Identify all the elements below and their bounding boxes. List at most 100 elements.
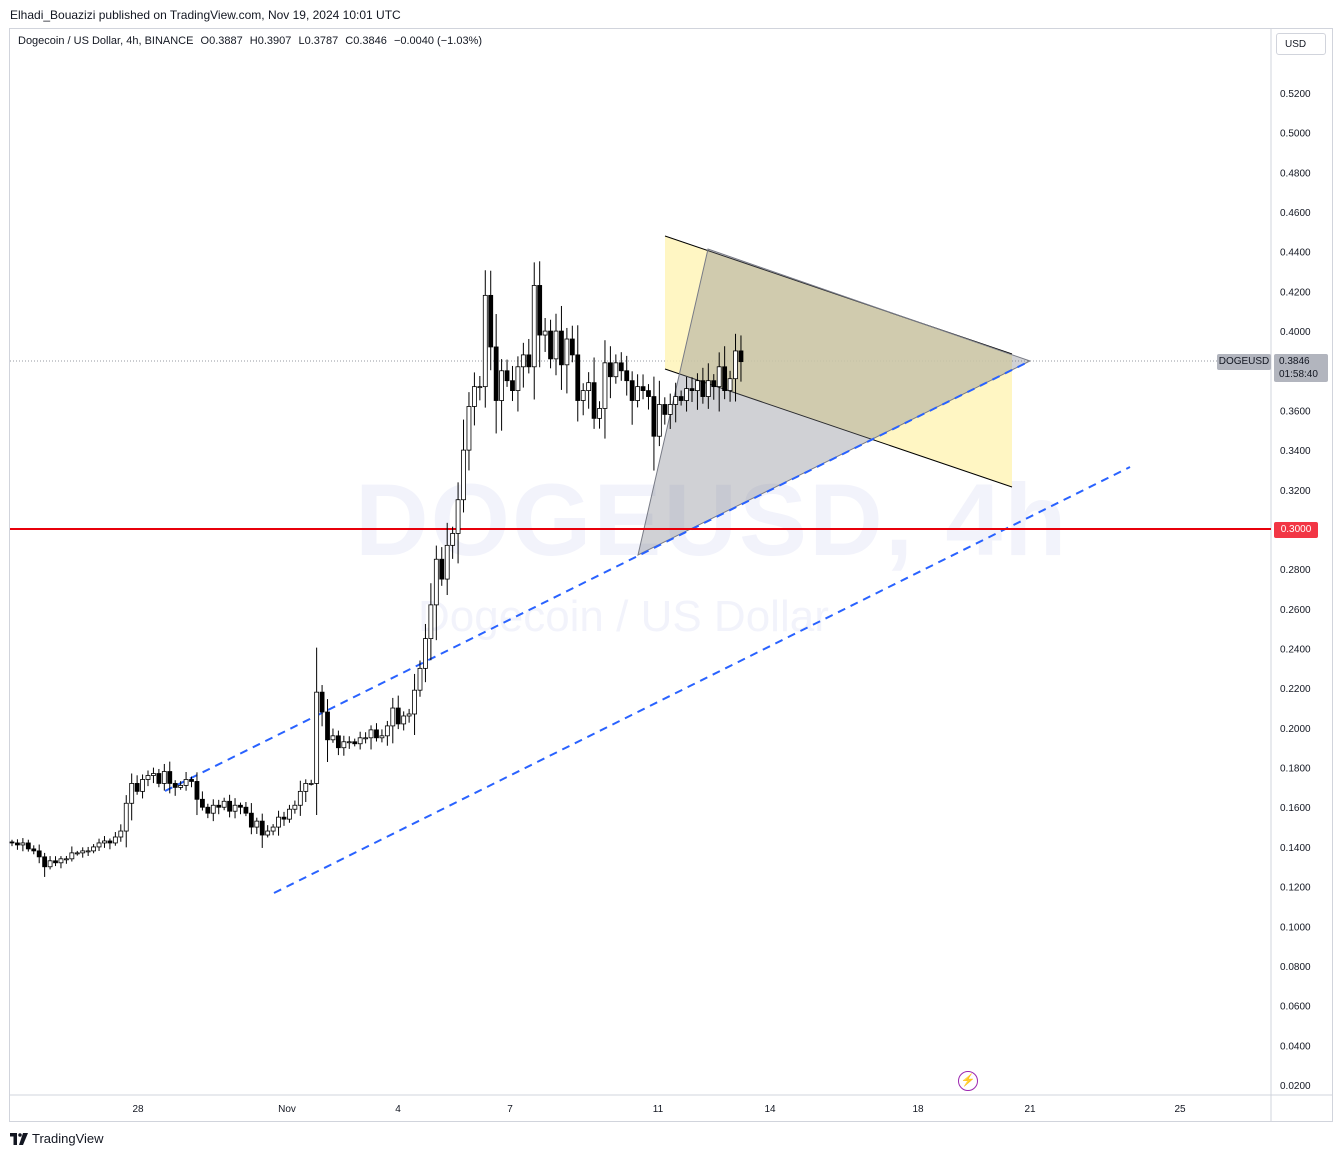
- price-tick-label: 0.2400: [1280, 645, 1311, 656]
- price-axis-ticks: 0.5200 0.5000 0.4800 0.4600 0.4400 0.4200 0.40…: [1280, 89, 1311, 1092]
- price-tick-label: 0.4000: [1280, 327, 1311, 338]
- price-tick-label: 0.0200: [1280, 1081, 1311, 1092]
- candle-body: [510, 380, 515, 391]
- price-tick-label: 0.1600: [1280, 803, 1311, 814]
- price-tick-label: 0.2600: [1280, 605, 1311, 616]
- upper-channel-line[interactable]: [164, 360, 1031, 792]
- candle-body: [205, 806, 211, 814]
- price-tick-label: 0.2800: [1280, 565, 1311, 576]
- candle-body: [450, 533, 456, 546]
- candle-body: [53, 860, 58, 864]
- candle-body: [227, 800, 233, 812]
- lower-channel-line[interactable]: [273, 466, 1131, 894]
- tradingview-logo[interactable]: TradingView: [10, 1131, 104, 1146]
- symbol-name[interactable]: Dogecoin / US Dollar, 4h, BINANCE: [18, 35, 194, 47]
- lightning-icon[interactable]: ⚡: [958, 1071, 978, 1091]
- candle-body: [384, 725, 390, 737]
- time-tick-label: 18: [912, 1104, 924, 1115]
- candle-body: [379, 735, 385, 739]
- candle-body: [303, 783, 309, 792]
- candle-body: [36, 850, 42, 858]
- candle-body: [553, 330, 559, 360]
- ohlc-change: −0.0040 (−1.03%): [393, 35, 483, 47]
- last-price-label: 0.3846 01:58:40: [1274, 354, 1328, 382]
- price-tick-label: 0.2200: [1280, 684, 1311, 695]
- candle-body: [711, 380, 717, 388]
- candle-body: [140, 779, 145, 792]
- candle-body: [112, 836, 118, 844]
- candle-body: [325, 711, 330, 741]
- candle-body: [461, 449, 466, 501]
- candle-body: [646, 390, 651, 397]
- candle-body: [482, 294, 488, 388]
- candle-body: [287, 808, 292, 820]
- candle-body: [221, 800, 227, 808]
- price-tick-label: 0.0800: [1280, 962, 1311, 973]
- candle-body: [297, 790, 303, 806]
- candle-body: [107, 840, 113, 844]
- candle-body: [586, 382, 592, 392]
- candle-body: [178, 785, 184, 788]
- candle-body: [64, 858, 69, 861]
- candle-body: [656, 404, 662, 437]
- candle-body: [368, 729, 374, 739]
- candle-body: [330, 735, 336, 741]
- candle-body: [477, 386, 483, 389]
- candle-body: [608, 362, 613, 378]
- candle-body: [738, 350, 744, 363]
- candle-body: [488, 294, 494, 348]
- chart-frame: [9, 28, 1333, 1122]
- candle-body: [569, 338, 575, 356]
- candle-body: [471, 386, 477, 407]
- candle-body: [537, 285, 543, 336]
- candle-body: [20, 842, 26, 846]
- flag-rectangle[interactable]: [665, 236, 1012, 487]
- candle-body: [629, 380, 635, 401]
- candle-body: [618, 362, 624, 372]
- symbol-price-label: DOGEUSD: [1217, 354, 1271, 370]
- candle-body: [69, 852, 75, 860]
- candle-body: [42, 856, 48, 868]
- price-tick-label: 0.4600: [1280, 208, 1311, 219]
- candle-body: [673, 396, 679, 405]
- candle-body: [265, 830, 271, 836]
- candle-body: [667, 404, 673, 415]
- time-tick-label: 7: [507, 1104, 513, 1115]
- candle-body: [210, 804, 216, 814]
- candle-body: [602, 362, 608, 409]
- candle-body: [504, 370, 510, 382]
- candle-body: [695, 380, 700, 391]
- time-tick-label: 21: [1024, 1104, 1036, 1115]
- currency-button[interactable]: USD: [1276, 33, 1326, 55]
- time-tick-label: Nov: [278, 1104, 296, 1115]
- price-tick-label: 0.0400: [1280, 1041, 1311, 1052]
- publisher-credit: Elhadi_Bouazizi published on TradingView…: [10, 8, 401, 22]
- time-tick-label: 14: [764, 1104, 776, 1115]
- candle-body: [700, 380, 706, 397]
- candle-body: [254, 820, 260, 828]
- candle-body: [270, 826, 276, 832]
- price-tick-label: 0.4400: [1280, 248, 1311, 259]
- tradingview-logo-icon: [10, 1132, 28, 1145]
- candle-body: [548, 330, 553, 360]
- price-tick-label: 0.1200: [1280, 883, 1311, 894]
- candlestick-series: [9, 261, 744, 877]
- candle-body: [559, 330, 564, 366]
- candle-body: [401, 715, 407, 725]
- candle-body: [80, 850, 86, 854]
- candle-body: [232, 804, 238, 812]
- price-tick-label: 0.3600: [1280, 406, 1311, 417]
- candle-body: [564, 338, 570, 366]
- candle-body: [722, 366, 728, 391]
- candle-body: [156, 773, 162, 784]
- candle-body: [352, 741, 358, 745]
- candle-body: [276, 816, 281, 828]
- ohlc-open: O0.3887: [200, 35, 243, 47]
- candle-body: [281, 816, 287, 820]
- candle-body: [613, 362, 619, 378]
- candle-body: [91, 846, 96, 852]
- candle-body: [134, 783, 140, 792]
- candle-body: [183, 779, 189, 786]
- candle-body: [684, 388, 689, 401]
